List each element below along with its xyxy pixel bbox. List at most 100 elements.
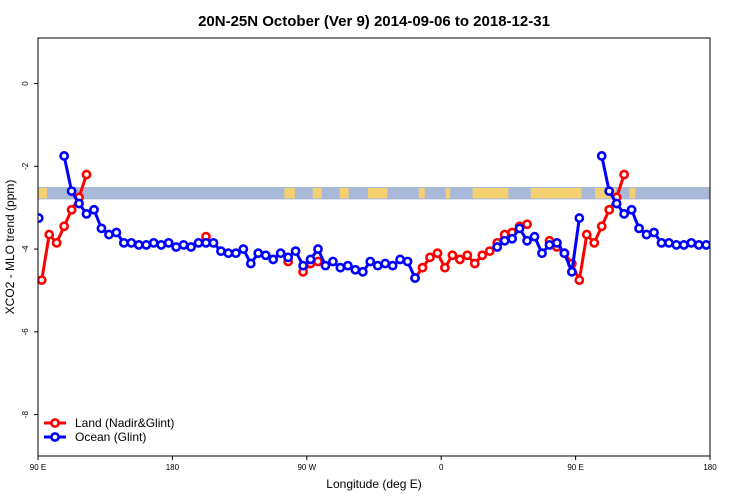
data-point	[111, 227, 122, 238]
data-point	[544, 240, 555, 250]
data-point	[402, 256, 413, 267]
data-point	[417, 262, 428, 273]
data-point	[641, 229, 652, 240]
map-strip-land	[472, 187, 509, 199]
data-point	[275, 248, 286, 259]
data-point	[66, 186, 77, 197]
x-tick-label: 180	[166, 463, 180, 472]
data-point	[604, 186, 615, 197]
data-point	[425, 252, 435, 263]
data-point	[193, 237, 204, 248]
data-point	[462, 250, 473, 261]
data-point	[74, 198, 84, 209]
data-point	[552, 237, 562, 248]
legend-swatch-marker	[50, 418, 60, 428]
data-point	[619, 208, 630, 219]
data-point	[186, 242, 196, 252]
data-point	[268, 254, 279, 265]
data-point	[656, 237, 667, 248]
y-tick-label: -4	[21, 245, 30, 253]
data-point	[380, 258, 391, 269]
data-point	[238, 244, 249, 254]
data-point	[559, 248, 570, 259]
data-point	[81, 169, 92, 180]
data-point	[96, 223, 107, 234]
data-point	[89, 204, 99, 215]
data-point	[59, 221, 70, 232]
y-tick-label: 0	[21, 81, 30, 86]
data-point	[66, 204, 77, 215]
data-point	[634, 223, 644, 234]
x-tick-label: 0	[439, 463, 444, 472]
map-strip-land	[629, 187, 636, 199]
data-point	[126, 237, 137, 248]
series-line	[62, 155, 417, 279]
data-point	[335, 262, 346, 273]
data-point	[432, 248, 443, 259]
x-axis: 90 E 180 90 W 0 90 E 180	[30, 456, 717, 472]
data-point	[477, 250, 488, 261]
y-axis-label: XCO2 - MLO trend (ppm)	[3, 180, 17, 315]
map-strip-land	[38, 187, 47, 199]
data-point	[245, 258, 256, 269]
data-point	[447, 250, 458, 261]
data-point	[163, 237, 174, 248]
data-point	[589, 237, 600, 248]
data-point	[492, 242, 503, 252]
data-point	[156, 240, 167, 250]
data-point	[574, 213, 585, 223]
data-point	[507, 233, 518, 244]
data-point	[574, 275, 585, 286]
data-point	[522, 219, 532, 230]
data-point	[59, 151, 70, 161]
x-tick-label: 90 E	[30, 463, 46, 472]
series-ocean	[38, 151, 710, 283]
data-point	[529, 231, 540, 242]
data-point	[81, 208, 92, 219]
data-point	[104, 229, 114, 240]
map-strip-land	[312, 187, 322, 199]
data-point	[133, 240, 144, 250]
data-point	[178, 240, 189, 250]
data-point	[328, 256, 338, 267]
y-tick-label: -6	[21, 328, 30, 336]
x-tick-label: 180	[703, 463, 717, 472]
data-point	[514, 223, 525, 234]
data-point	[208, 237, 219, 248]
data-point	[693, 240, 704, 250]
data-point	[290, 246, 301, 257]
chart-title: 20N-25N October (Ver 9) 2014-09-06 to 20…	[198, 13, 550, 30]
data-point	[342, 260, 353, 271]
data-point	[38, 213, 44, 223]
data-point	[51, 237, 62, 248]
data-point	[596, 221, 607, 232]
data-point	[440, 262, 450, 273]
data-point	[395, 254, 406, 265]
data-point	[522, 235, 532, 246]
data-point	[410, 273, 420, 283]
data-point	[596, 151, 607, 161]
data-point	[581, 229, 592, 240]
map-strip	[38, 186, 710, 200]
data-point	[365, 256, 376, 267]
data-point	[484, 246, 495, 257]
x-tick-label: 90 E	[567, 463, 583, 472]
map-strip-land	[339, 187, 349, 199]
data-point	[171, 242, 182, 252]
data-point	[678, 240, 689, 250]
data-point	[604, 204, 615, 215]
data-point	[469, 258, 480, 269]
data-point	[619, 169, 630, 180]
map-strip-land	[368, 187, 388, 199]
data-point	[626, 204, 637, 215]
legend-swatch-marker	[50, 432, 60, 442]
data-point	[230, 248, 241, 259]
data-point	[38, 275, 47, 286]
data-point	[148, 237, 159, 248]
map-strip-land	[284, 187, 295, 199]
plot-frame	[37, 37, 711, 457]
data-point	[664, 237, 674, 248]
x-axis-label: Longitude (deg E)	[326, 477, 421, 491]
data-point	[223, 248, 234, 259]
